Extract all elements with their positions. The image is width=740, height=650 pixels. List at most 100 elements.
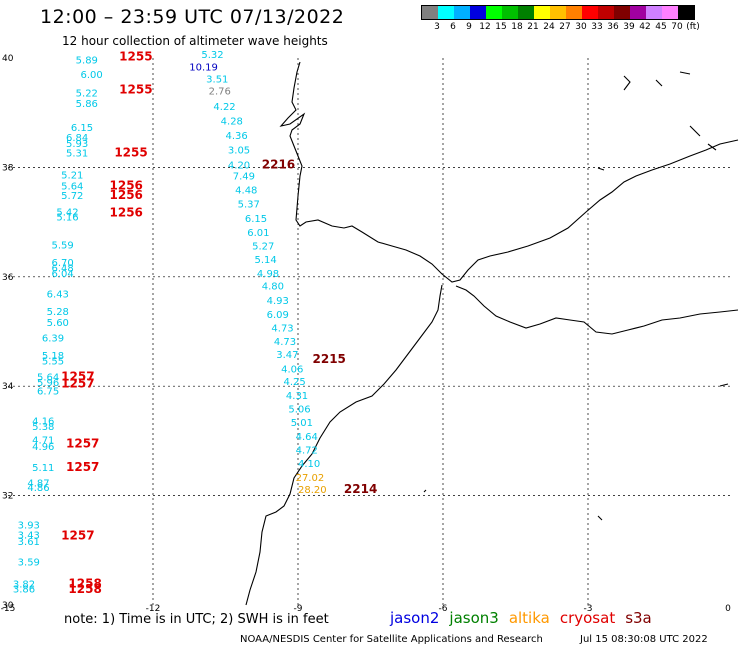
wave-height-value: 4.10 (298, 459, 320, 470)
map-title: 12:00 – 23:59 UTC 07/13/2022 (40, 6, 345, 28)
longitude-label: -15 (1, 604, 16, 614)
wave-height-value: 2.76 (209, 87, 231, 98)
wave-height-value: 4.80 (262, 281, 284, 292)
wave-height-value: 4.48 (235, 186, 257, 197)
wave-height-value: 4.25 (284, 377, 306, 388)
wave-height-value: 4.36 (226, 131, 248, 142)
map-subtitle: 12 hour collection of altimeter wave hei… (62, 34, 328, 48)
wave-height-value: 6.48 (52, 263, 74, 274)
wave-height-value: 4.28 (221, 117, 243, 128)
wave-height-value: 4.96 (32, 442, 54, 453)
legend-label: 12 (479, 22, 491, 32)
legend-swatch (470, 6, 486, 19)
axis-labels: 40 38 36 34 32 30-15 -12 -9 -6 -3 0 (1, 54, 731, 614)
wave-height-value: 5.32 (201, 50, 223, 61)
legend-label: 30 (575, 22, 587, 32)
legend-swatch (502, 6, 518, 19)
pass-time-label: 1256 (110, 206, 143, 220)
pass-time-label: 1255 (119, 50, 152, 64)
wave-height-value: 5.27 (252, 241, 274, 252)
wave-height-value: 5.14 (255, 255, 277, 266)
wave-height-value: 4.73 (271, 324, 293, 335)
satellite-jason3: jason3 (449, 609, 499, 627)
wave-height-value: 6.39 (42, 333, 64, 344)
wave-height-value: 6.09 (267, 310, 289, 321)
wave-height-value: 6.15 (245, 214, 267, 225)
latitude-label: 38 (2, 163, 14, 173)
wave-height-value: 6.15 (71, 123, 93, 134)
legend-label: 24 (543, 22, 555, 32)
wave-height-value: 4.73 (274, 337, 296, 348)
legend-swatch (422, 6, 438, 19)
legend-swatch (486, 6, 502, 19)
north-africa-coast (455, 285, 739, 335)
longitude-label: -12 (146, 604, 161, 614)
wave-height-value: 5.16 (56, 212, 78, 223)
wave-height-value: 5.18 (42, 351, 64, 362)
legend-label: 33 (591, 22, 603, 32)
wave-height-value: 4.87 (27, 478, 49, 489)
wave-height-value: 27.02 (296, 473, 325, 484)
pass-time-labels: 1255125512551256125612562216221522141257… (61, 50, 377, 596)
africa-coast (245, 284, 443, 606)
longitude-label: -6 (439, 604, 448, 614)
legend-swatches (421, 5, 695, 20)
longitude-label: -3 (584, 604, 593, 614)
satellite-jason2: jason2 (390, 609, 440, 627)
legend-label: 39 (623, 22, 635, 32)
legend-label: 45 (655, 22, 667, 32)
wave-height-value: 3.61 (18, 537, 40, 548)
wave-height-value: 4.22 (213, 102, 235, 113)
wave-height-value: 4.98 (257, 269, 279, 280)
pass-time-label: 1257 (61, 370, 94, 384)
legend-label: 3 (434, 22, 440, 32)
legend-swatch (646, 6, 662, 19)
wave-height-value: 4.16 (32, 416, 54, 427)
latitude-label: 34 (2, 382, 14, 392)
wave-height-value: 5.06 (288, 404, 310, 415)
pass-time-label: 1258 (68, 576, 101, 590)
legend-swatch (598, 6, 614, 19)
wave-height-value: 4.31 (286, 391, 308, 402)
wave-height-value: 6.84 (66, 133, 88, 144)
wave-height-value: 5.64 (61, 181, 83, 192)
wave-height-value: 6.00 (81, 70, 103, 81)
wave-height-value: 5.60 (47, 318, 69, 329)
pass-time-label: 1256 (110, 188, 143, 202)
legend-label: (ft) (686, 22, 700, 32)
legend-label: 27 (559, 22, 571, 32)
wave-height-value: 3.93 (18, 520, 40, 531)
satellite-altika: altika (508, 609, 550, 627)
wave-height-value: 5.93 (66, 139, 88, 150)
longitude-label: -9 (294, 604, 303, 614)
wave-height-value: 3.51 (206, 75, 228, 86)
legend-label: 9 (466, 22, 472, 32)
wave-height-value: 6.04 (52, 269, 74, 280)
legend-label: 15 (495, 22, 507, 32)
satellite-key: jason2 jason3 altika cryosat s3a (390, 609, 662, 627)
credit-line: NOAA/NESDIS Center for Satellite Applica… (240, 634, 543, 645)
color-scale-legend: 3 6 9 12 15 18 21 24 27 30 33 36 39 42 45 70 (ft) (421, 5, 700, 34)
latitude-label: 32 (2, 492, 13, 502)
legend-label: 18 (511, 22, 523, 32)
wave-height-value: 4.93 (267, 296, 289, 307)
pass-time-label: 2214 (344, 482, 377, 496)
wave-height-value: 6.70 (52, 258, 74, 269)
footer-note: note: 1) Time is in UTC; 2) SWH is in fe… (64, 612, 329, 627)
wave-height-value: 6.75 (37, 386, 59, 397)
wave-height-value: 5.64 (37, 373, 59, 384)
legend-swatch (454, 6, 470, 19)
balearic-islands (423, 71, 729, 521)
pass-time-label: 1257 (61, 528, 94, 542)
wave-height-value: 3.43 (18, 530, 40, 541)
legend-label: 6 (450, 22, 456, 32)
legend-swatch (550, 6, 566, 19)
legend-swatch (518, 6, 534, 19)
wave-height-value: 5.38 (32, 422, 54, 433)
wave-height-value: 4.06 (281, 365, 303, 376)
wave-height-value: 4.64 (296, 432, 318, 443)
latitude-label: 40 (2, 54, 14, 64)
wave-height-value: 5.11 (32, 463, 54, 474)
longitude-label: 0 (725, 604, 731, 614)
wave-height-value: 4.71 (32, 436, 54, 447)
